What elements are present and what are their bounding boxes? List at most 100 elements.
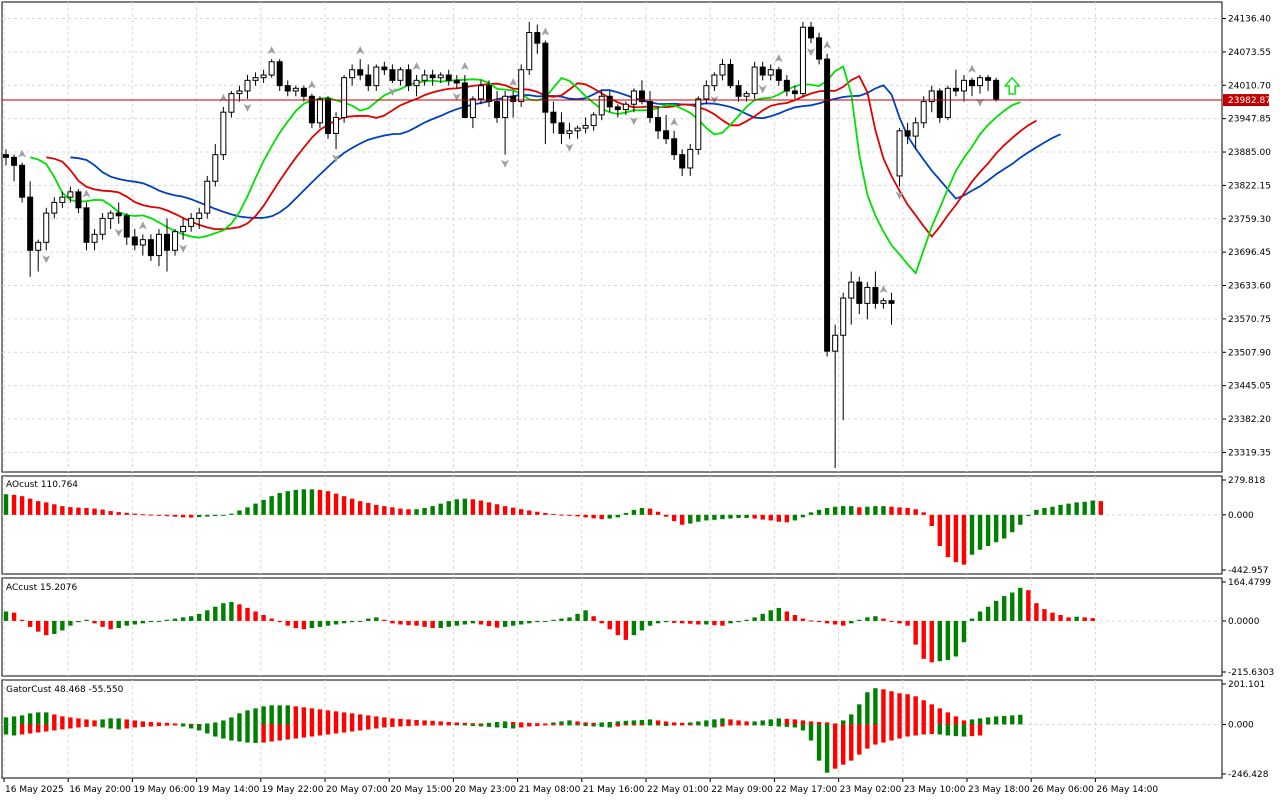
histogram-bar [333,724,339,734]
histogram-bar [438,620,443,629]
histogram-bar [293,620,298,629]
fractal-up-marker [968,64,976,73]
histogram-bar [559,618,564,621]
histogram-bar [205,610,210,621]
candle-body [977,77,984,87]
histogram-bar [325,710,331,725]
candle-body [936,90,943,119]
x-tick-label: 23 May 10:00 [904,785,966,795]
histogram-bar [92,724,97,727]
histogram-bar [510,724,516,729]
candle-body [469,98,476,119]
y-tick-label: -246.428 [1228,770,1269,780]
histogram-bar [929,704,934,725]
y-tick-label: 23947.85 [1228,115,1271,125]
histogram-bar [446,722,451,725]
alligator-jaw-line [70,84,1061,219]
histogram-bar [744,619,749,621]
histogram-bar [1042,609,1047,621]
histogram-bar [84,507,89,515]
histogram-bar [639,720,645,725]
histogram-bar [382,619,387,621]
histogram-bar [374,617,379,621]
histogram-bar [366,724,371,730]
fractal-down-marker [452,93,461,102]
histogram-bar [953,620,959,657]
histogram-bar [591,722,596,725]
histogram-bar [671,620,677,623]
histogram-bar [841,724,846,765]
histogram-bar [132,513,137,515]
x-tick-label: 26 May 06:00 [1032,785,1094,795]
candle-body [341,77,348,119]
histogram-bar [865,692,870,725]
histogram-bar [293,489,298,515]
fractal-down-marker [758,85,767,94]
pane-frame [1,679,1223,779]
histogram-bar [712,620,717,626]
histogram-bar [172,723,178,725]
histogram-bar [680,620,685,624]
histogram-bar [36,620,41,632]
histogram-bar [1026,514,1031,517]
histogram-bar [390,724,395,727]
histogram-bar [172,618,178,621]
x-tick-label: 26 May 14:00 [1096,785,1158,795]
histogram-bar [519,509,524,515]
histogram-bar [945,514,951,558]
histogram-bar [454,724,459,726]
histogram-bar [671,722,677,725]
histogram-bar [736,724,741,726]
candle-body [832,334,839,352]
histogram-bar [977,718,983,725]
histogram-bar [76,724,81,728]
histogram-bar [108,620,113,630]
histogram-bar [583,722,588,725]
histogram-bar [800,720,806,725]
fractal-down-marker [895,191,904,200]
histogram-bar [414,509,419,515]
histogram-bar [188,724,194,729]
histogram-bar [1050,506,1055,515]
histogram-bar [647,620,653,626]
candle-body [67,191,74,198]
x-tick-label: 16 May 20:00 [69,785,131,795]
histogram-bar [889,691,894,725]
histogram-bar [655,620,661,624]
histogram-bar [671,514,677,522]
histogram-bar [559,721,564,725]
candle-body [115,212,122,217]
y-tick-label: -442.957 [1228,566,1268,576]
histogram-bar [68,717,73,725]
histogram-bar [430,720,435,725]
ac-indicator-pane[interactable]: 164.4799 0.0000 -215.6303 [1,577,1274,678]
candle-body [856,281,863,304]
histogram-bar [985,514,991,546]
histogram-bar [897,507,902,515]
histogram-bar [615,721,620,725]
candle-body [83,207,90,243]
histogram-bar [333,620,339,625]
candle-body [518,69,525,103]
histogram-bar [27,620,33,627]
candle-body [147,239,154,257]
gator-indicator-pane[interactable]: 201.101 0.000 -246.428 [1,679,1269,780]
histogram-bar [205,724,210,734]
histogram-bar [937,708,942,725]
y-tick-label: 23507.90 [1228,348,1271,358]
fractal-up-marker [509,77,518,86]
ao-indicator-pane[interactable]: 279.818 0.000 -442.957 [1,475,1268,576]
x-tick-label: 22 May 09:00 [711,785,773,795]
histogram-bar [776,724,781,727]
y-tick-label: 201.101 [1228,680,1265,690]
candle-body [188,217,195,227]
histogram-bar [108,718,113,725]
candle-body [349,69,356,79]
histogram-bar [704,724,709,727]
x-tick-label: 16 May 2025 [5,785,64,795]
fractal-down-marker [243,103,252,112]
histogram-bar [889,724,894,741]
histogram-bar [333,493,339,515]
main-price-pane[interactable]: 24136.40 24073.55 24010.70 23947.85 23885.00… [1,1,1271,473]
